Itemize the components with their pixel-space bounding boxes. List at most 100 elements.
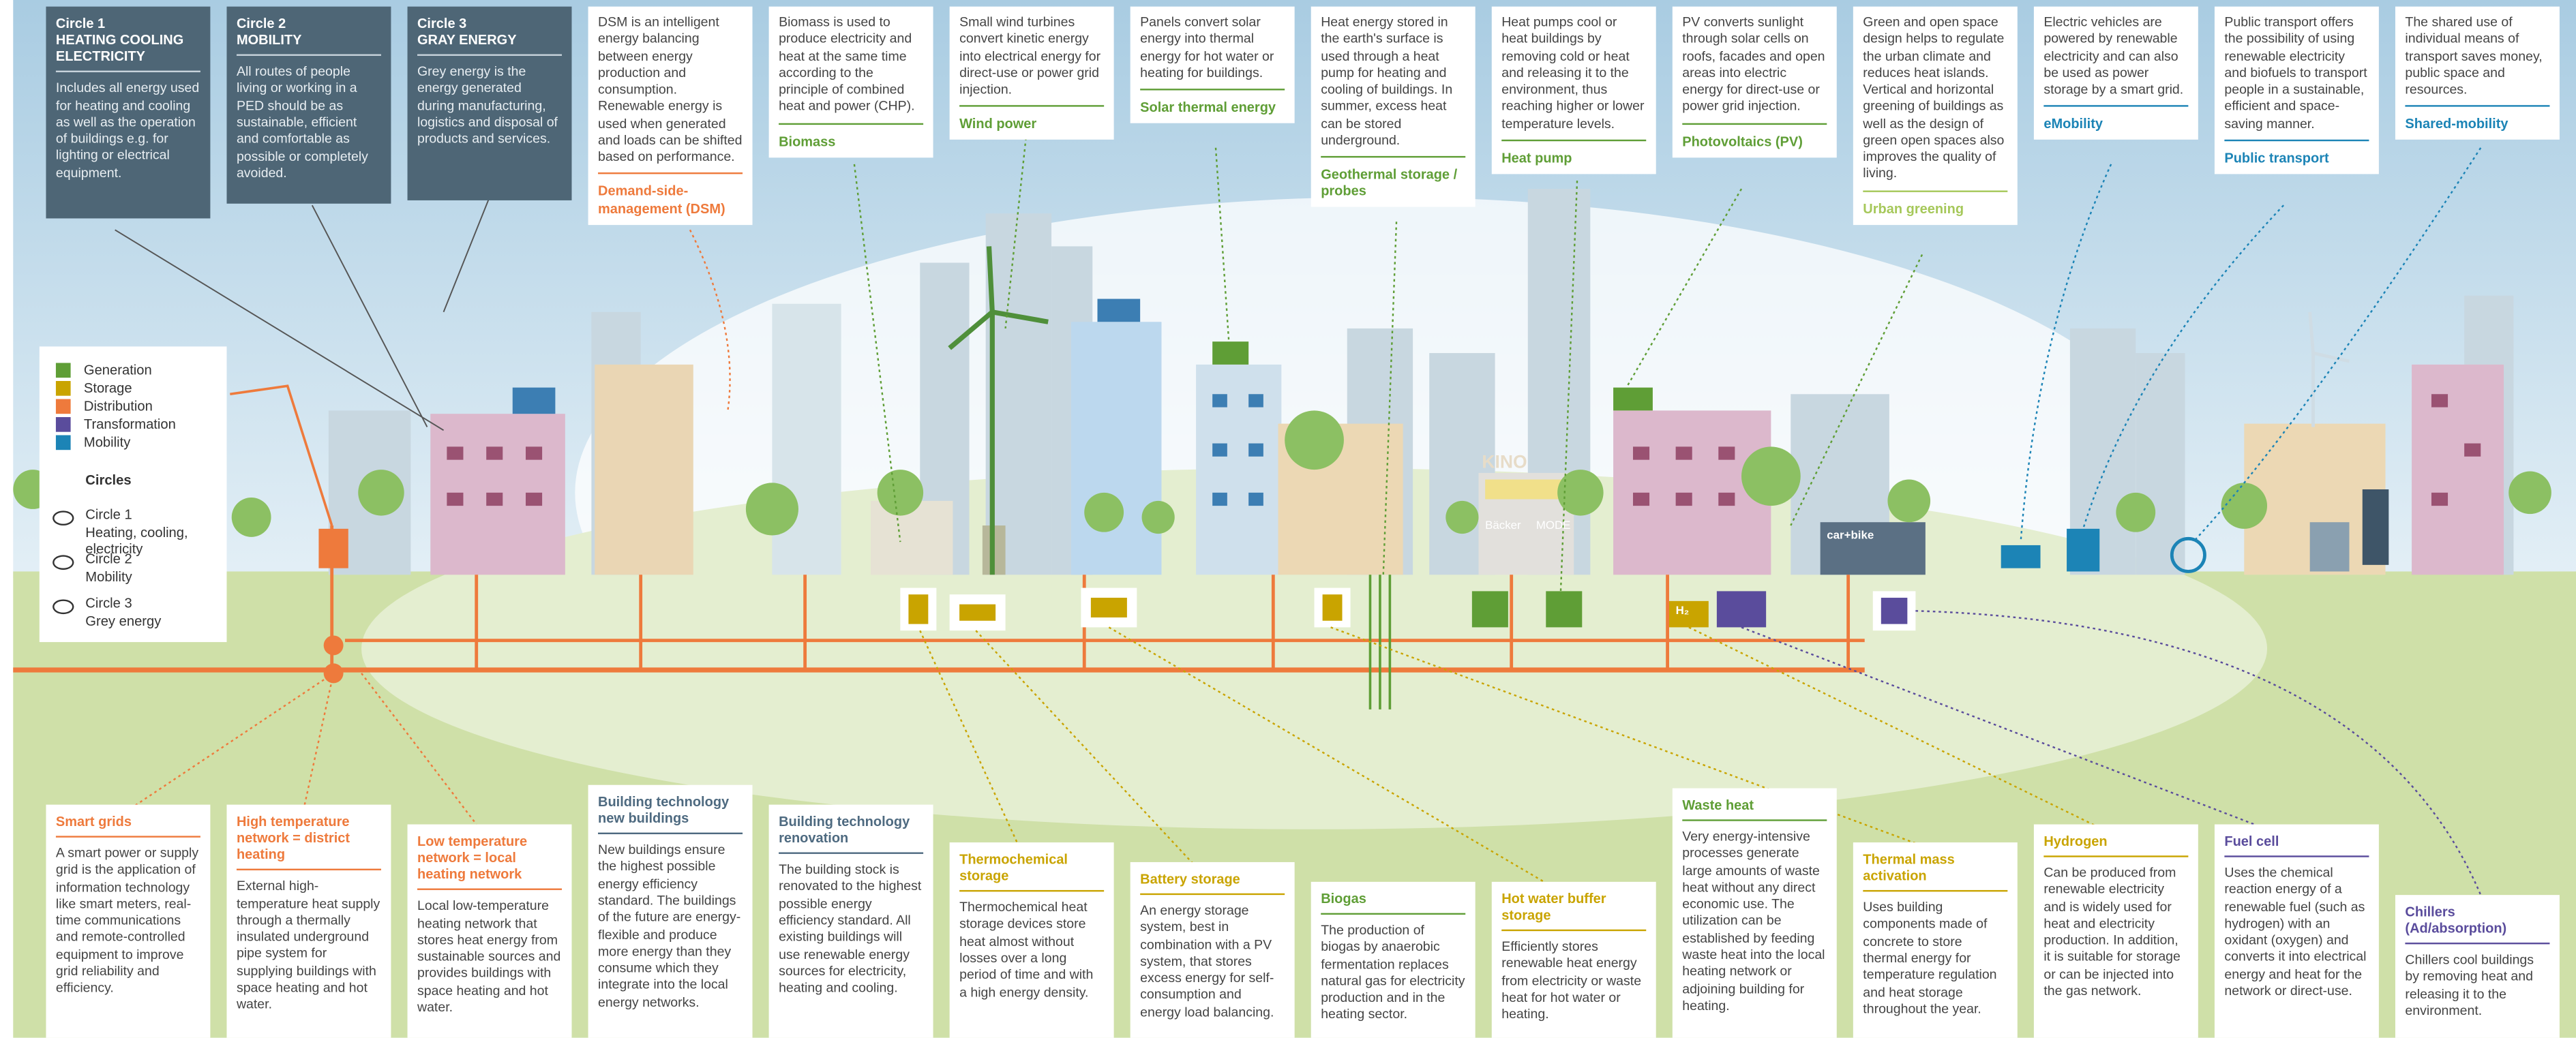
sign-cinema: KINO — [1482, 453, 1527, 473]
info-text: Heat energy stored in the earth's surfac… — [1321, 15, 1465, 150]
info-box: Biomass is used to produce electricity a… — [769, 7, 933, 157]
rule — [237, 55, 381, 56]
rule — [2224, 139, 2369, 140]
info-text: The building stock is renovated to the h… — [779, 862, 923, 997]
circle-label: Circle 2 — [237, 15, 381, 31]
rule — [598, 833, 743, 834]
sign-bakery: Bäcker — [1485, 521, 1521, 532]
rule — [1863, 890, 2007, 891]
legend-swatch — [56, 417, 71, 432]
info-title: Battery storage — [1140, 870, 1285, 887]
info-title: Demand-side-management (DSM) — [598, 183, 743, 216]
info-text: Uses the chemical reaction energy of a r… — [2224, 866, 2369, 1001]
rule — [417, 55, 562, 56]
info-text: DSM is an intelligent energy balancing b… — [598, 15, 743, 167]
legend-circle-icon — [53, 510, 74, 525]
rule — [1140, 89, 1285, 90]
info-text: Biomass is used to produce electricity a… — [779, 15, 923, 116]
legend-circle-name: Grey energy — [85, 613, 213, 629]
info-title: Heat pump — [1501, 149, 1646, 166]
info-title: Hydrogen — [2043, 833, 2188, 849]
info-box: Electric vehicles are powered by renewab… — [2034, 7, 2198, 140]
info-box: Waste heat Very energy-intensive processe… — [1673, 789, 1837, 1038]
info-box: Thermal mass activation Uses building com… — [1853, 842, 2018, 1038]
legend-circle-icon — [53, 555, 74, 570]
info-title: Urban greening — [1863, 200, 2007, 216]
rule — [959, 890, 1104, 891]
circle-name: GRAY ENERGY — [417, 31, 562, 48]
info-text: A smart power or supply grid is the appl… — [56, 846, 200, 998]
legend-circle-icon — [53, 599, 74, 614]
info-title: Hot water buffer storage — [1501, 890, 1646, 923]
info-text: Small wind turbines convert kinetic ener… — [959, 15, 1104, 100]
info-title: Geothermal storage / probes — [1321, 166, 1465, 200]
legend-circle-label: Circle 1 — [85, 506, 132, 522]
rule — [779, 123, 923, 124]
info-text: Very energy-intensive processes generate… — [1682, 829, 1827, 1015]
legend-circle-label: Circle 3 — [85, 594, 132, 611]
rule — [1321, 156, 1465, 157]
info-box: Public transport offers the possibility … — [2215, 7, 2379, 174]
rule — [2224, 856, 2369, 857]
info-box: Hot water buffer storageEfficiently stor… — [1492, 882, 1656, 1038]
info-text: Uses building components made of concret… — [1863, 900, 2007, 1018]
legend-label: Transformation — [84, 416, 176, 432]
info-box: Battery storage An energy storage system,… — [1130, 862, 1295, 1038]
rule — [56, 71, 200, 72]
grid-node — [324, 663, 344, 683]
legend-swatch — [56, 381, 71, 396]
info-text: External high-temperature heat supply th… — [237, 879, 381, 1014]
page: Circle 1HEATING COOLING ELECTRICITYInclu… — [0, 0, 2576, 1038]
info-box: Green and open space design helps to reg… — [1853, 7, 2018, 225]
circle-text: Grey energy is the energy generated duri… — [417, 64, 562, 149]
info-text: PV converts sunlight through solar cells… — [1682, 15, 1827, 116]
info-title: Fuel cell — [2224, 833, 2369, 849]
info-title: eMobility — [2043, 115, 2188, 132]
info-title: Thermal mass activation — [1863, 851, 2007, 884]
legend-circles-title: Circles — [85, 472, 131, 488]
info-box: Building technology new buildings New bui… — [588, 785, 753, 1038]
circle-label: Circle 1 — [56, 15, 200, 31]
sign-fashion: MODE — [1536, 521, 1571, 532]
info-text: New buildings ensure the highest possibl… — [598, 843, 743, 1011]
info-text: The production of biogas by anaerobic fe… — [1321, 923, 1465, 1024]
rule — [1682, 123, 1827, 124]
info-title: Waste heat — [1682, 797, 1827, 813]
legend-label: Distribution — [84, 397, 153, 414]
info-text: Can be produced from renewable electrici… — [2043, 866, 2188, 1001]
info-box: Fuel cell Uses the chemical reaction ener… — [2215, 825, 2379, 1038]
legend-label: Generation — [84, 361, 152, 378]
info-text: Heat pumps cool or heat buildings by rem… — [1501, 15, 1646, 133]
info-title: Chillers (Ad/absorption) — [2405, 903, 2549, 936]
rule — [1321, 913, 1465, 915]
info-box: Heat pumps cool or heat buildings by rem… — [1492, 7, 1656, 174]
info-title: Smart grids — [56, 813, 200, 829]
rule — [2043, 106, 2188, 107]
rule — [1501, 139, 1646, 140]
circle-text: All routes of people living or working i… — [237, 64, 381, 182]
info-text: Green and open space design helps to reg… — [1863, 15, 2007, 183]
circle-name: HEATING COOLING ELECTRICITY — [56, 31, 200, 65]
legend: GenerationStorageDistributionTransformat… — [40, 346, 227, 642]
info-box: Chillers (Ad/absorption)Chillers cool bu… — [2395, 895, 2560, 1038]
info-title: Photovoltaics (PV) — [1682, 132, 1827, 149]
info-title: Low temperature network = local heating … — [417, 833, 562, 883]
info-box: Hydrogen Can be produced from renewable e… — [2034, 825, 2198, 1038]
sign-sharing: car+bike — [1827, 530, 1874, 542]
circle-text: Includes all energy used for heating and… — [56, 81, 200, 182]
info-title: Thermochemical storage — [959, 851, 1104, 884]
info-text: An energy storage system, best in combin… — [1140, 903, 1285, 1021]
rule — [1501, 930, 1646, 931]
legend-circle-label: Circle 2 — [85, 550, 132, 566]
info-title: Solar thermal energy — [1140, 99, 1285, 115]
info-title: Public transport — [2224, 149, 2369, 166]
substation — [318, 529, 348, 568]
info-title: Building technology new buildings — [598, 793, 743, 827]
grid-node — [324, 635, 344, 655]
rule — [2405, 943, 2549, 945]
info-box: Small wind turbines convert kinetic ener… — [950, 7, 1114, 140]
legend-swatch — [56, 436, 71, 451]
